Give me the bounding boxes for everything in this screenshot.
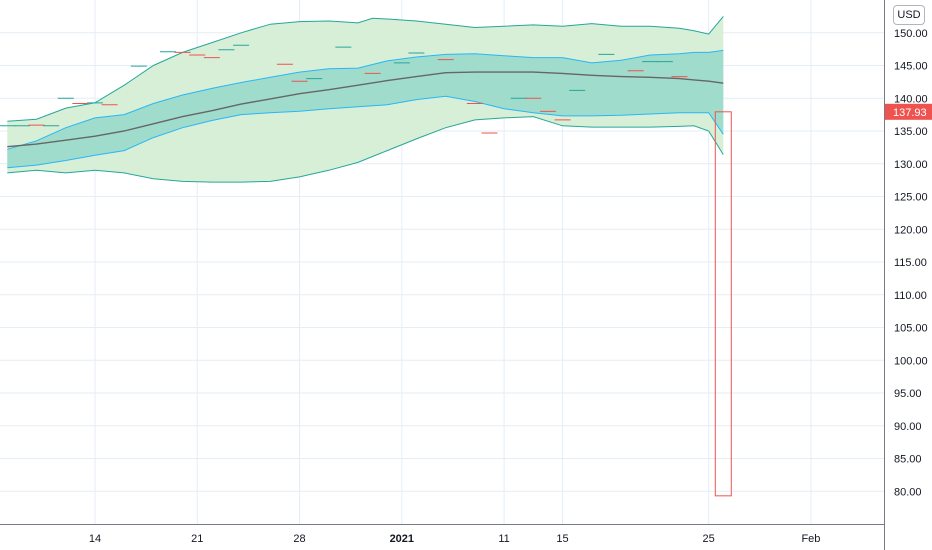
inner-lower-line [7, 95, 724, 169]
y-tick-label: 145.00 [894, 61, 928, 73]
x-tick-label: 14 [89, 533, 101, 545]
x-tick-label: 2021 [390, 533, 414, 545]
x-tick-label: Feb [801, 533, 820, 545]
y-tick-label: 90.00 [894, 421, 922, 433]
basis-line [7, 71, 724, 148]
last-price-label: 137.93 [893, 107, 927, 119]
outer-upper-line [7, 16, 724, 122]
y-tick-label: 135.00 [894, 126, 928, 138]
y-tick-label: 120.00 [894, 224, 928, 236]
bollinger-bands [7, 16, 724, 183]
outer-lower-line [7, 116, 724, 183]
y-tick-label: 140.00 [894, 93, 928, 105]
highlight-candle [714, 111, 732, 497]
x-tick-label: 28 [293, 533, 305, 545]
y-tick-label: 110.00 [894, 290, 927, 302]
x-tick-label: 11 [498, 533, 509, 545]
price-ticks [0, 44, 688, 134]
highlight-candle-body [714, 111, 732, 497]
last-price-tag [885, 103, 932, 120]
y-tick-label: 80.00 [894, 486, 922, 498]
currency-label[interactable]: USD [893, 5, 925, 25]
y-tick-label: 150.00 [894, 28, 928, 40]
y-tick-label: 130.00 [894, 159, 928, 171]
y-tick-label: 125.00 [894, 192, 928, 204]
y-tick-label: 115.00 [894, 257, 927, 269]
inner-band-fill [7, 50, 724, 168]
x-tick-label: 25 [703, 533, 715, 545]
y-tick-label: 105.00 [894, 323, 928, 335]
x-tick-label: 15 [556, 533, 568, 545]
inner-upper-line [7, 49, 724, 150]
y-tick-label: 85.00 [894, 454, 922, 466]
x-tick-label: 21 [191, 533, 203, 545]
y-tick-label: 95.00 [894, 388, 922, 400]
y-tick-label: 100.00 [894, 355, 928, 367]
